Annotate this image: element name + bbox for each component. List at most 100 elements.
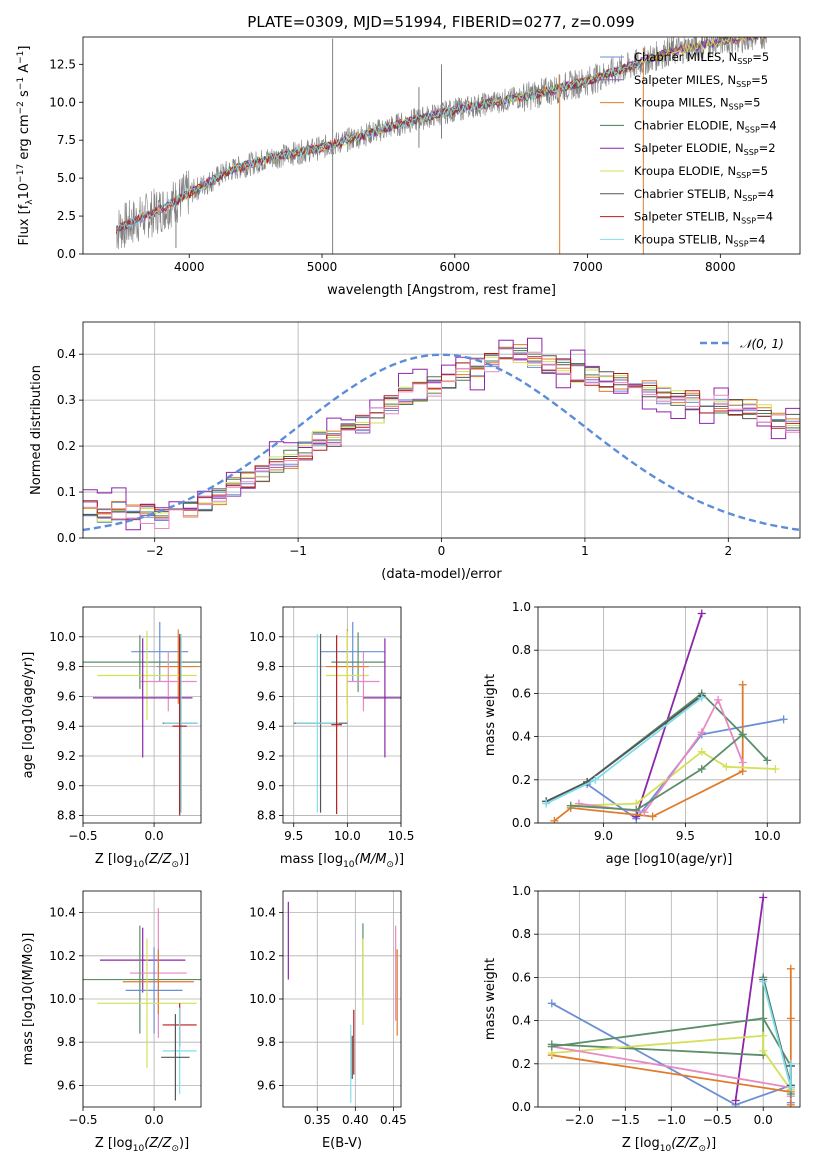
errorbar-point [139, 651, 197, 712]
weight-marker [786, 1083, 795, 1092]
weight_age-frame [537, 606, 801, 824]
weight_age-y-label: mass weight [483, 674, 498, 756]
mass_z-axes: −0.5 0.0 9.6 9.8 10.0 10.2 10.4 Z [log10(Z/Z⊙)]… [21, 890, 202, 1154]
errorbar-point [331, 632, 385, 692]
weight_z-axes: −2.0 −1.5 −1.0 −0.5 0.0 0.0 0.2 0.4 0.6 0.8 1.0 mas… [483, 884, 801, 1154]
errorbar-point [295, 633, 339, 813]
y-tick-label: 0.6 [512, 970, 531, 984]
weight-marker [697, 693, 706, 702]
weight_age-plot-area [542, 609, 788, 823]
errorbar-point [156, 629, 200, 704]
x-tick-label: −1.5 [611, 1113, 640, 1127]
errorbar-point [97, 938, 197, 1069]
weight-marker [547, 1042, 556, 1051]
legend-entry: Kroupa ELODIE, NSSP=5 [634, 164, 768, 180]
y-tick-label: 9.2 [257, 749, 276, 763]
x-tick-label: 2 [724, 544, 732, 558]
weight-marker [771, 765, 780, 773]
weight_z-plot-area [547, 893, 795, 1107]
spectrum-plot-area [115, 37, 767, 254]
y-tick-label: 9.8 [257, 660, 276, 674]
y-tick-label: 8.8 [257, 809, 276, 823]
legend-entry: Chabrier MILES, NSSP=5 [634, 50, 769, 66]
x-tick-label: −0.5 [68, 1113, 97, 1127]
y-tick-label: 10.2 [49, 949, 76, 963]
y-tick-label: 5.0 [57, 171, 76, 185]
weight-series-line [635, 613, 703, 817]
errorbar-point [125, 947, 183, 1034]
errorbar-point [162, 1007, 197, 1095]
errorbar-point [100, 927, 186, 993]
x-tick-label: 5000 [307, 260, 338, 274]
histogram-step-chabrier_stelib [83, 347, 800, 521]
weight-marker [697, 728, 706, 737]
y-tick-label: 0.0 [57, 531, 76, 545]
weight_z-y-label: mass weight [483, 958, 498, 1040]
y-tick-label: 9.4 [57, 719, 76, 733]
age_mass-frame [282, 606, 402, 824]
x-tick-label: 10.0 [334, 829, 361, 843]
weight-marker [731, 1096, 740, 1105]
x-tick-label: 4000 [174, 260, 205, 274]
age_z-plot-area [83, 621, 201, 816]
y-tick-label: 8.8 [57, 809, 76, 823]
weight-series-line [551, 968, 792, 1105]
y-tick-label: 0.8 [512, 927, 531, 941]
y-tick-label: 9.0 [257, 779, 276, 793]
histogram-step-chabrier_elodie [83, 350, 800, 517]
weight-marker [591, 775, 600, 784]
y-tick-label: 0.6 [512, 686, 531, 700]
y-tick-label: 0.0 [512, 1100, 531, 1114]
x-tick-label: 6000 [440, 260, 471, 274]
weight-marker [566, 801, 575, 810]
x-tick-label: 10.5 [388, 829, 415, 843]
x-tick-label: −1 [289, 544, 307, 558]
y-tick-label: 12.5 [49, 57, 76, 71]
errorbar-point [325, 630, 369, 721]
y-tick-label: 9.6 [257, 1078, 276, 1092]
mass_z-y-label: mass [log10(M/M⊙)] [21, 933, 36, 1066]
y-tick-label: 10.0 [49, 95, 76, 109]
x-tick-label: 0.35 [304, 1113, 331, 1127]
x-tick-label: −1.0 [657, 1113, 686, 1127]
histogram-step-salpeter_elodie [83, 337, 800, 531]
residuals-x-label: (data-model)/error [381, 567, 502, 582]
errorbar-point [97, 630, 197, 721]
spectrum-axes: 4000 5000 6000 7000 8000 0.0 2.5 5.0 7.5 10.0 12.5… [16, 36, 801, 298]
x-tick-label: 0.0 [145, 1113, 164, 1127]
x-tick-label: 7000 [572, 260, 603, 274]
weight-marker [697, 747, 706, 756]
y-tick-label: 0.1 [57, 485, 76, 499]
weight-marker [697, 609, 706, 618]
y-tick-label: 0.2 [512, 1057, 531, 1071]
weight-marker [550, 816, 559, 823]
spectrum-y-label: Flux [fλ10−17 erg cm−2 s−1 A−1] [16, 46, 35, 246]
spectrum-legend: Chabrier MILES, NSSP=5 Salpeter MILES, NS… [600, 50, 777, 248]
x-tick-label: 0.40 [342, 1113, 369, 1127]
weight-marker [759, 1046, 768, 1055]
weight-marker [547, 999, 556, 1008]
spectrum-x-label: wavelength [Angstrom, rest frame] [327, 283, 556, 298]
normal-curve [83, 353, 800, 532]
age_z-x-label: Z [log10(Z/Z⊙)] [95, 852, 189, 870]
y-tick-label: 0.2 [57, 439, 76, 453]
y-tick-label: 9.8 [257, 1035, 276, 1049]
y-tick-label: 2.5 [57, 209, 76, 223]
weight-marker [759, 1031, 768, 1040]
y-tick-label: 7.5 [57, 133, 76, 147]
mass_ebv-frame [282, 890, 402, 1108]
weight-marker [738, 767, 747, 776]
x-tick-label: 9.5 [284, 829, 303, 843]
y-tick-label: 1.0 [512, 600, 531, 614]
x-tick-label: 0.45 [380, 1113, 407, 1127]
y-tick-label: 0.4 [512, 1014, 531, 1028]
y-tick-label: 10.0 [249, 630, 276, 644]
errorbar-point [83, 635, 201, 689]
legend-entry: Salpeter STELIB, NSSP=4 [634, 210, 773, 226]
y-tick-label: 0.8 [512, 643, 531, 657]
age_mass-axes: 9.5 10.0 10.5 8.8 9.0 9.2 9.4 9.6 9.8 10.0 mass [l… [249, 606, 415, 870]
age_z-axes: −0.5 0.0 8.8 9.0 9.2 9.4 9.6 9.8 10.0 Z [log10(Z/… [21, 606, 202, 870]
age_mass-x-label: mass [log10(M/M⊙)] [280, 852, 404, 870]
weight-marker [640, 808, 649, 817]
weight-marker [759, 1014, 768, 1023]
